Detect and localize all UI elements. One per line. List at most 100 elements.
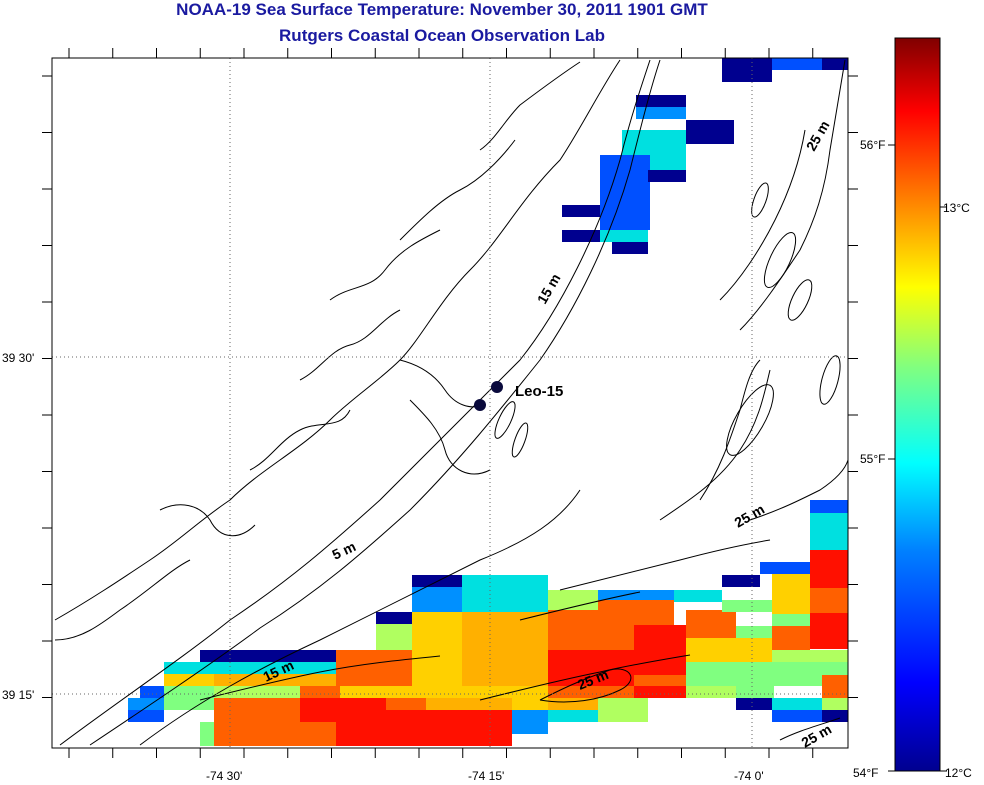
leo15-node-marker: [491, 381, 503, 393]
color-scale-bar: [894, 37, 941, 772]
sst-pixel: [634, 625, 686, 675]
sst-pixel: [722, 58, 772, 82]
colorbar-f-label: 54°F: [853, 766, 878, 780]
sst-pixel: [686, 686, 736, 698]
sst-pixel: [772, 574, 810, 614]
sst-pixel: [200, 722, 214, 746]
sst-pixel: [822, 698, 848, 710]
sst-pixel: [822, 58, 848, 70]
sst-pixel: [600, 155, 650, 230]
sst-pixel: [598, 698, 648, 710]
depth-label: 25 m: [803, 118, 833, 154]
sst-pixel: [548, 698, 598, 710]
sst-pixel: [336, 722, 386, 746]
sst-pixel: [462, 650, 548, 686]
sst-pixel: [376, 612, 412, 624]
sst-pixel: [412, 587, 462, 612]
colorbar-f-label: 56°F: [860, 138, 885, 152]
sst-pixel: [598, 710, 648, 722]
sst-pixel: [722, 600, 772, 612]
sst-pixel: [686, 120, 734, 144]
sst-pixel: [772, 710, 822, 722]
sst-pixel: [686, 610, 736, 638]
sst-pixel: [612, 242, 648, 254]
sst-pixel: [634, 686, 686, 698]
map-frame: [51, 57, 849, 749]
sst-pixel: [376, 624, 412, 650]
sst-pixel: [810, 525, 848, 550]
sst-pixel: [736, 626, 772, 638]
sst-pixel: [736, 686, 774, 698]
sst-pixel: [648, 170, 686, 182]
sst-pixel: [412, 612, 462, 650]
sst-pixel: [548, 610, 598, 650]
sst-pixel: [810, 513, 848, 525]
leo15-node-marker: [474, 399, 486, 411]
sst-pixel: [250, 722, 336, 746]
lon-label-74-0: -74 0': [734, 769, 764, 783]
sst-pixel: [810, 550, 848, 588]
sst-pixel: [634, 675, 686, 686]
sst-pixel: [426, 686, 548, 698]
colorbar-c-label: 13°C: [943, 201, 970, 215]
colorbar-c-label: 12°C: [945, 766, 972, 780]
sst-pixel: [300, 698, 386, 722]
sst-pixel: [140, 686, 164, 698]
sst-pixel: [462, 587, 548, 612]
sst-pixel: [214, 686, 300, 698]
lon-label-74-30: -74 30': [206, 769, 242, 783]
colorbar-f-label: 55°F: [860, 452, 885, 466]
sst-pixel: [340, 686, 426, 698]
sst-pixel: [164, 662, 336, 674]
sst-pixel: [512, 698, 548, 710]
sst-pixel: [512, 710, 548, 734]
sst-pixel: [598, 590, 674, 602]
sst-pixel: [412, 650, 462, 686]
sst-pixel: [772, 614, 810, 626]
sst-pixel: [548, 590, 598, 610]
station-label-leo15: Leo-15: [515, 383, 563, 400]
lon-label-74-15: -74 15': [468, 769, 504, 783]
lat-label-39-30: 39 30': [2, 351, 34, 365]
sst-pixel: [736, 698, 772, 710]
sst-pixel: [600, 230, 648, 242]
sst-pixel: [772, 58, 822, 70]
sst-pixel: [636, 107, 686, 119]
sst-pixel: [562, 205, 600, 217]
sst-pixel: [810, 613, 848, 649]
sst-pixel: [548, 686, 634, 698]
sst-pixel: [772, 650, 848, 662]
color-scale-ticks: [888, 144, 947, 772]
sst-pixel: [760, 562, 810, 574]
map-title: NOAA-19 Sea Surface Temperature: Novembe…: [176, 0, 708, 19]
sst-pixel: [810, 588, 848, 613]
map-subtitle: Rutgers Coastal Ocean Observation Lab: [279, 26, 605, 45]
lat-label-39-15: 39 15': [2, 688, 34, 702]
sst-pixel: [214, 698, 300, 722]
sst-pixel: [164, 674, 214, 686]
sst-pixel: [214, 722, 250, 746]
sst-pixel: [636, 95, 686, 107]
sst-pixel-layer: [128, 58, 848, 746]
depth-label: 25 m: [732, 501, 768, 531]
sst-pixel: [336, 650, 412, 686]
sst-pixel: [810, 500, 848, 513]
graticule: [52, 58, 848, 748]
sst-pixel: [686, 638, 772, 662]
sst-pixel: [674, 590, 722, 602]
sst-pixel: [386, 710, 512, 746]
sst-pixel: [462, 575, 548, 587]
depth-label: 25 m: [799, 721, 835, 751]
sst-pixel: [686, 662, 736, 686]
sst-pixel: [722, 575, 760, 587]
sst-pixel: [548, 710, 598, 722]
frame-ticks: [42, 48, 858, 758]
sst-pixel: [200, 650, 336, 662]
sst-pixel: [300, 686, 340, 698]
coastline-contours: [54, 59, 849, 746]
sst-pixel: [214, 674, 336, 686]
sst-pixel: [128, 698, 164, 710]
sst-pixel: [822, 710, 848, 722]
sst-pixel: [822, 675, 848, 699]
